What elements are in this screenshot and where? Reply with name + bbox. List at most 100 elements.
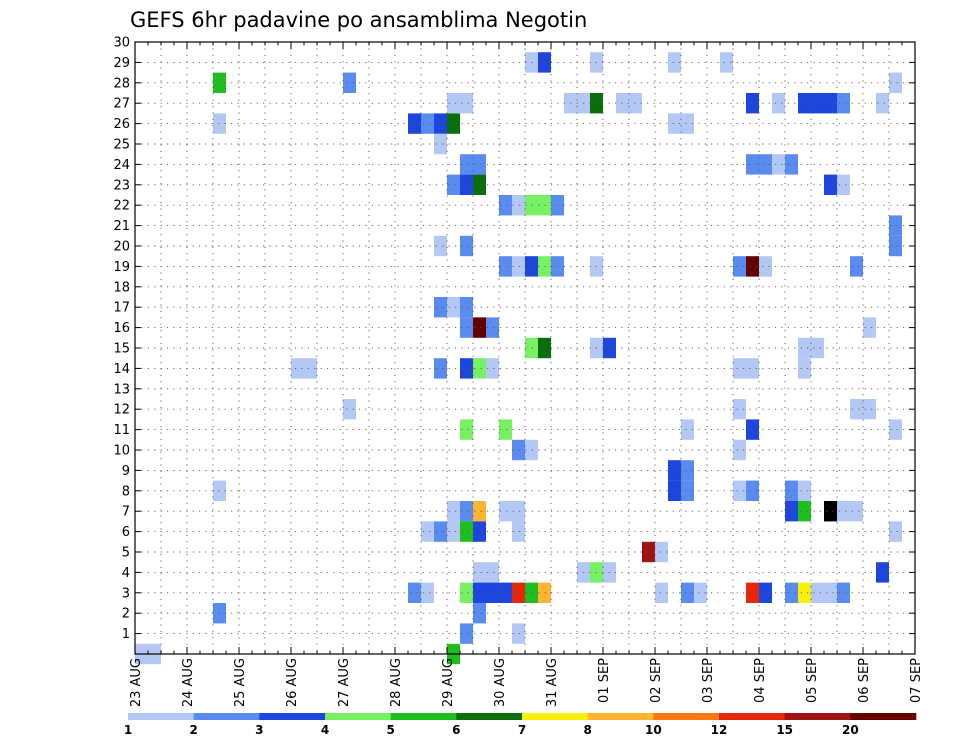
heatmap-cell [733,256,746,277]
x-tick-label: 25 AUG [233,658,248,707]
heatmap-cell [343,399,356,420]
heatmap-cell [850,399,863,420]
heatmap-cell [408,582,421,603]
heatmap-cell [889,521,902,542]
heatmap-cell [473,358,486,379]
heatmap-cell [876,93,889,114]
y-tick-label: 26 [113,117,130,132]
heatmap-cell [525,52,538,73]
y-tick-label: 14 [113,362,130,377]
heatmap-cell [798,501,811,522]
heatmap-cell [824,501,837,522]
heatmap-cell [798,93,811,114]
heatmap-cell [681,480,694,501]
heatmap-cell [408,113,421,134]
heatmap-cell [460,419,473,440]
heatmap-cell [681,113,694,134]
heatmap-cell [460,521,473,542]
y-tick-label: 25 [113,138,130,153]
heatmap-cell [837,582,850,603]
heatmap-cell [837,501,850,522]
y-tick-label: 6 [122,525,130,540]
heatmap-cell [460,93,473,114]
heatmap-cell [213,72,226,93]
heatmap-cell [512,582,525,603]
x-tick-label: 07 SEP [909,658,924,703]
heatmap-cell [876,562,889,583]
heatmap-cell [798,337,811,359]
heatmap-cell [772,93,785,114]
heatmap-cell [460,582,473,603]
heatmap-cell [434,297,447,318]
heatmap-cell [785,582,798,603]
heatmap-cell [525,582,538,603]
x-tick-label: 23 AUG [129,658,144,707]
heatmap-cell [434,521,447,542]
colorbar-segment [587,713,654,720]
heatmap-cell [447,297,460,318]
heatmap-cell [512,501,525,522]
heatmap-cell [291,358,304,379]
colorbar-segment [850,713,917,720]
y-tick-label: 27 [113,97,130,112]
y-tick-label: 30 [113,36,130,51]
colorbar-label: 7 [518,723,526,737]
heatmap-cell [538,337,551,359]
colorbar-label: 12 [711,723,728,737]
heatmap-cell [447,174,460,195]
heatmap-cell [499,419,512,440]
heatmap-cell [824,582,837,603]
heatmap-cell [889,235,902,257]
colorbar-label: 5 [386,723,394,737]
heatmap-cell [681,460,694,481]
heatmap-cell [512,256,525,277]
y-tick-label: 20 [113,240,130,255]
heatmap-cell [499,256,512,277]
heatmap-cell [473,317,486,338]
x-tick-label: 26 AUG [285,658,300,707]
colorbar-segment [259,713,326,720]
heatmap-cells [135,52,902,665]
heatmap-cell [733,480,746,501]
heatmap-cell [421,113,434,134]
colorbar-segment [128,713,194,720]
heatmap-cell [538,52,551,73]
heatmap-cell [850,501,863,522]
heatmap-cell [733,439,746,461]
heatmap-cell [863,317,876,338]
colorbar-segment [193,713,260,720]
y-tick-label: 29 [113,56,130,71]
x-tick-label: 06 SEP [857,658,872,703]
heatmap-cell [785,480,798,501]
x-tick-label: 28 AUG [389,658,404,707]
y-tick-label: 17 [113,301,130,316]
heatmap-cell [837,174,850,195]
y-tick-label: 21 [113,219,130,234]
heatmap-cell [889,72,902,93]
heatmap-cell [486,317,499,338]
heatmap-cell [746,582,759,603]
y-tick-label: 11 [113,423,130,438]
heatmap-cell [447,521,460,542]
heatmap-cell [681,582,694,603]
heatmap-cell [213,113,226,134]
y-tick-label: 18 [113,280,130,295]
colorbar-segment [325,713,391,720]
heatmap-cell [486,582,499,603]
heatmap-cell [811,582,824,603]
heatmap-cell [460,317,473,338]
heatmap-cell [837,93,850,114]
colorbar-label: 20 [842,723,859,737]
heatmap-cell [733,358,746,379]
y-tick-label: 8 [122,484,130,499]
x-tick-label: 24 AUG [181,658,196,707]
heatmap-cell [746,154,759,175]
colorbar-segment [390,713,457,720]
heatmap-cell [421,582,434,603]
heatmap-cell [746,419,759,440]
x-tick-label: 03 SEP [701,658,716,703]
x-axis-ticks: 23 AUG 24 AUG 25 AUG 26 AUG 27 AUG 28 AUG 29 A… [129,42,924,707]
heatmap-cell [213,480,226,501]
heatmap-cell [746,480,759,501]
heatmap-cell [473,582,486,603]
